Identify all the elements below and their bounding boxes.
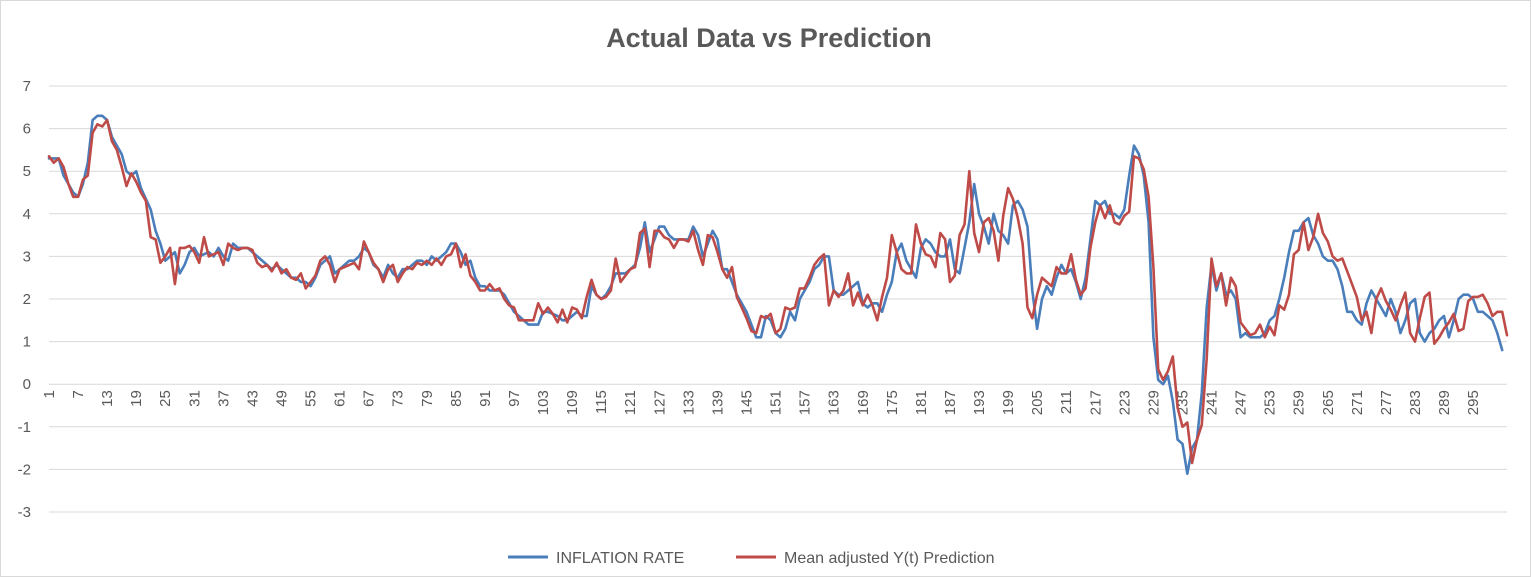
y-tick-label: 5: [23, 163, 31, 180]
x-tick-label: 211: [1058, 390, 1075, 414]
x-tick-label: 271: [1349, 390, 1366, 415]
x-tick-label: 133: [680, 390, 697, 415]
gridlines: [49, 85, 1507, 513]
x-tick-label: 25: [157, 390, 174, 407]
x-tick-label: 193: [971, 390, 988, 415]
x-tick-label: 67: [361, 390, 378, 407]
x-tick-label: 151: [768, 390, 785, 415]
x-tick-label: 13: [99, 390, 116, 407]
y-tick-label: 6: [23, 121, 31, 138]
y-tick-label: 2: [23, 291, 31, 308]
series-line-prediction: [47, 118, 1509, 465]
x-tick-label: 61: [332, 390, 349, 407]
x-tick-label: 223: [1116, 390, 1133, 415]
x-tick-label: 109: [564, 390, 581, 415]
x-tick-label: 139: [709, 390, 726, 415]
legend-label-inflation-rate: INFLATION RATE: [556, 550, 684, 567]
x-tick-label: 85: [448, 390, 465, 407]
x-tick-label: 43: [244, 390, 261, 407]
x-tick-label: 157: [797, 390, 814, 415]
x-tick-label: 115: [593, 390, 610, 414]
y-tick-label: -1: [18, 419, 31, 436]
x-tick-label: 1: [41, 390, 58, 398]
x-tick-label: 7: [70, 390, 87, 398]
x-tick-label: 253: [1262, 390, 1279, 415]
x-tick-label: 19: [128, 390, 145, 407]
x-tick-label: 121: [622, 390, 639, 415]
x-tick-label: 97: [506, 390, 523, 407]
x-tick-label: 199: [1000, 390, 1017, 415]
legend-label-prediction: Mean adjusted Y(t) Prediction: [784, 550, 994, 567]
y-tick-label: 3: [23, 248, 31, 265]
x-tick-label: 283: [1407, 390, 1424, 415]
x-tick-label: 289: [1436, 390, 1453, 415]
x-tick-label: 295: [1465, 390, 1482, 415]
series-line-inflation-rate: [47, 114, 1504, 475]
x-tick-label: 229: [1145, 390, 1162, 415]
y-tick-label: 0: [23, 376, 31, 393]
x-tick-label: 277: [1378, 390, 1395, 415]
x-tick-label: 259: [1291, 390, 1308, 415]
x-tick-label: 31: [186, 390, 203, 407]
x-tick-label: 217: [1087, 390, 1104, 415]
x-tick-label: 181: [913, 390, 930, 415]
y-tick-label: -2: [18, 461, 31, 478]
x-tick-label: 175: [884, 390, 901, 415]
x-tick-label: 127: [651, 390, 668, 415]
x-tick-label: 241: [1204, 390, 1221, 415]
chart-title: Actual Data vs Prediction: [606, 23, 932, 53]
x-tick-label: 265: [1320, 390, 1337, 415]
x-tick-label: 49: [274, 390, 291, 407]
x-tick-label: 91: [477, 390, 494, 407]
x-tick-label: 247: [1233, 390, 1250, 415]
y-tick-label: 7: [23, 78, 31, 95]
x-tick-label: 55: [303, 390, 320, 407]
x-tick-label: 169: [855, 390, 872, 415]
y-tick-label: 4: [23, 206, 31, 223]
x-tick-label: 205: [1029, 390, 1046, 415]
x-axis-ticks: 1 7 13 19 25 31 37 43 49 55 61 67 73 79 85 91 97 103 109 11…: [41, 390, 1482, 415]
x-tick-label: 187: [942, 390, 959, 415]
y-tick-label: 1: [23, 334, 31, 351]
x-tick-label: 163: [826, 390, 843, 415]
x-tick-label: 73: [390, 390, 407, 407]
y-tick-label: -3: [18, 504, 31, 521]
x-tick-label: 103: [535, 390, 552, 415]
y-axis-ticks: -3 -2 -1 0 1 2 3 4 5 6 7: [18, 78, 31, 521]
x-tick-label: 37: [215, 390, 232, 407]
x-tick-label: 145: [739, 390, 756, 415]
legend: INFLATION RATE Mean adjusted Y(t) Predic…: [508, 550, 994, 567]
x-tick-label: 79: [419, 390, 436, 407]
series-lines: [47, 114, 1509, 475]
